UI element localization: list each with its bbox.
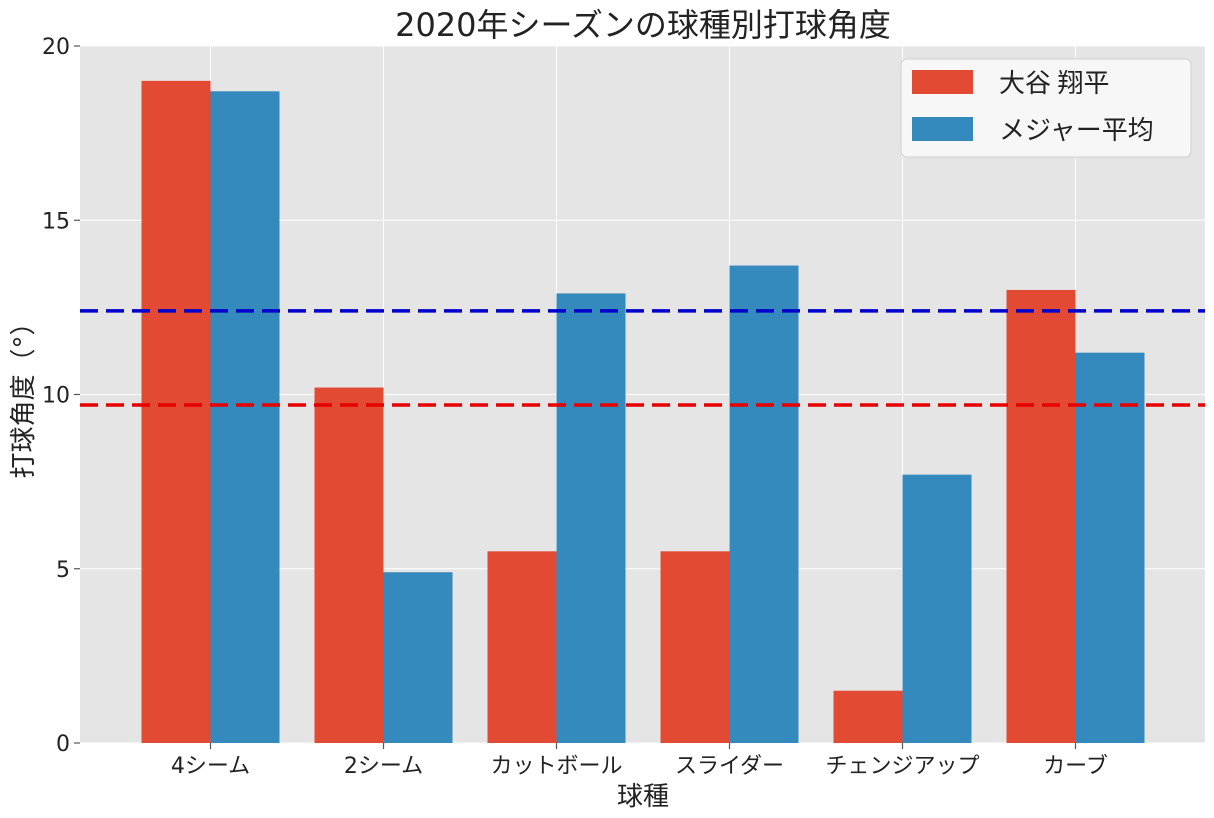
x-tick-label: 2シーム: [344, 754, 423, 779]
legend-label: メジャー平均: [999, 116, 1154, 145]
chart-title: 2020年シーズンの球種別打球角度: [395, 6, 891, 44]
y-axis-ticks: 0 5 10 15 20: [42, 35, 80, 757]
x-tick-label: カーブ: [1043, 754, 1108, 779]
legend-box: [900, 58, 1192, 158]
bar-series2: [210, 91, 280, 744]
bar-series2: [383, 572, 453, 743]
x-axis-label: 球種: [617, 782, 669, 812]
bars: [141, 80, 1145, 744]
bar-series1: [660, 551, 730, 743]
bar-series2: [902, 474, 972, 743]
y-tick-label: 15: [42, 209, 70, 234]
bar-series1: [833, 690, 903, 743]
x-tick-label: カットボール: [490, 754, 622, 779]
bar-series1: [487, 551, 557, 743]
x-tick-label: 4シーム: [171, 754, 250, 779]
y-tick-label: 0: [56, 732, 70, 757]
legend-swatch: [912, 70, 973, 94]
legend-label: 大谷 翔平: [999, 69, 1110, 98]
y-tick-label: 10: [42, 384, 70, 409]
y-tick-label: 5: [56, 558, 70, 583]
bar-series2: [1075, 352, 1145, 743]
reference-lines: [80, 309, 1205, 407]
y-tick-label: 20: [42, 35, 70, 60]
x-axis-ticks: 4シーム 2シーム カットボール スライダー チェンジアップ カーブ: [171, 743, 1108, 779]
x-tick-label: スライダー: [675, 754, 784, 779]
bar-series1: [1006, 289, 1076, 743]
legend-swatch: [912, 117, 973, 141]
y-axis-label: 打球角度（°）: [9, 309, 39, 478]
bar-series1: [314, 387, 384, 743]
bar-series2: [556, 293, 626, 743]
bar-series1: [141, 80, 211, 744]
bar-series2: [729, 265, 799, 743]
x-tick-label: チェンジアップ: [825, 754, 979, 779]
